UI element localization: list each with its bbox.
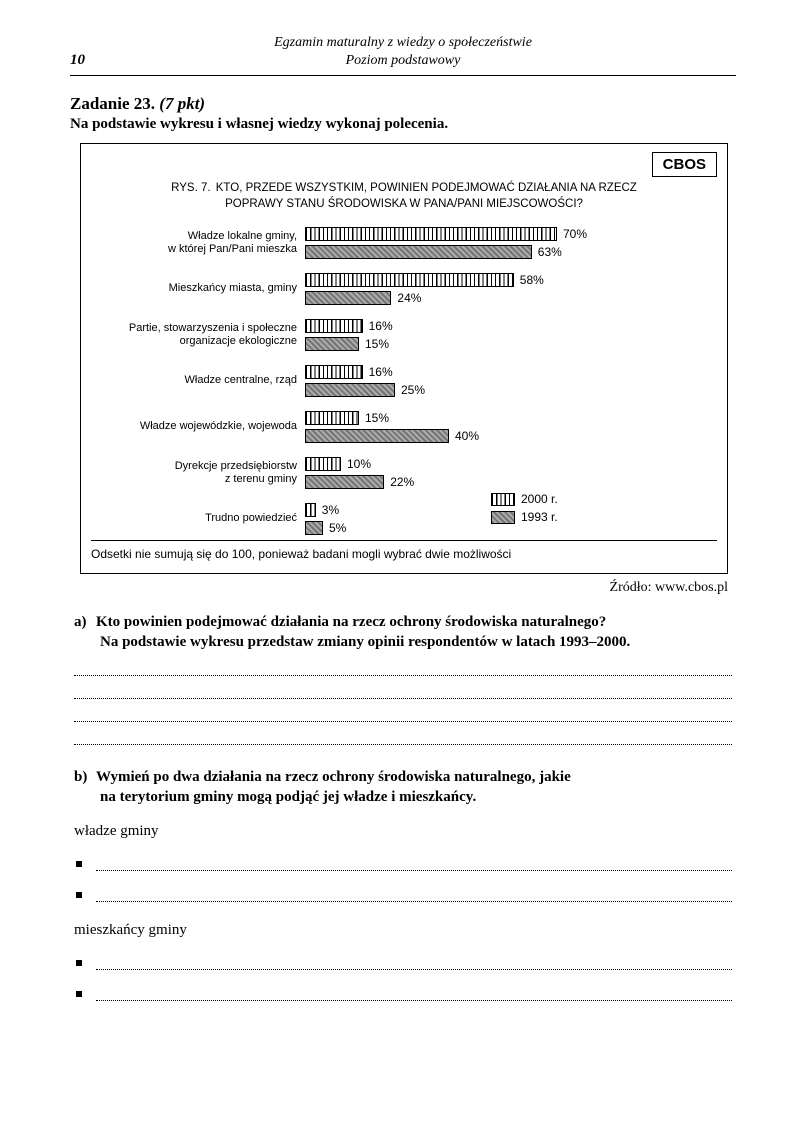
bar-1993 bbox=[305, 337, 359, 351]
task-points: (7 pkt) bbox=[159, 94, 205, 113]
header-title: Egzamin maturalny z wiedzy o społeczeńst… bbox=[110, 34, 696, 69]
bar-2000 bbox=[305, 503, 316, 517]
bar-2000 bbox=[305, 457, 341, 471]
bar-group: 16%15% bbox=[305, 318, 685, 352]
bar-2000 bbox=[305, 319, 363, 333]
bar-group: 15% 40% bbox=[305, 410, 685, 444]
bar-1993 bbox=[305, 429, 449, 443]
chart-footnote: Odsetki nie sumują się do 100, ponieważ … bbox=[91, 540, 717, 561]
question-a-l1: Kto powinien podejmować działania na rze… bbox=[96, 614, 606, 630]
legend-swatch-1993 bbox=[491, 511, 515, 524]
answer-line[interactable] bbox=[74, 698, 732, 699]
question-b: b)Wymień po dwa działania na rzecz ochro… bbox=[74, 767, 732, 808]
chart-legend: 2000 r. 1993 r. bbox=[491, 490, 717, 526]
category-label: Władze wojewódzkie, wojewoda bbox=[97, 420, 305, 433]
chart-title: RYS. 7. KTO, PRZEDE WSZYSTKIM, POWINIEN … bbox=[101, 181, 707, 212]
question-b-letter: b) bbox=[74, 767, 96, 787]
legend-2000: 2000 r. bbox=[491, 490, 717, 508]
header-line1: Egzamin maturalny z wiedzy o społeczeńst… bbox=[274, 35, 532, 50]
header-line2: Poziom podstawowy bbox=[346, 53, 461, 68]
chart-row: Partie, stowarzyszenia i społeczneorgani… bbox=[97, 318, 717, 352]
chart-row: Władze centralne, rząd 16% 25% bbox=[97, 364, 717, 398]
bullet-line[interactable] bbox=[74, 858, 732, 871]
value-2000: 70% bbox=[563, 227, 587, 241]
question-a-letter: a) bbox=[74, 612, 96, 632]
header-rule bbox=[70, 75, 736, 76]
legend-label-1993: 1993 r. bbox=[521, 508, 558, 526]
chart-row: Dyrekcje przedsiębiorstwz terenu gminy10… bbox=[97, 456, 717, 490]
bar-2000 bbox=[305, 227, 557, 241]
legend-swatch-2000 bbox=[491, 493, 515, 506]
category-label: Mieszkańcy miasta, gminy bbox=[97, 282, 305, 295]
chart-row: Władze wojewódzkie, wojewoda 15% 40% bbox=[97, 410, 717, 444]
bar-1993 bbox=[305, 383, 395, 397]
chart-row: Mieszkańcy miasta, gminy 58% 24% bbox=[97, 272, 717, 306]
bar-group: 10% 22% bbox=[305, 456, 685, 490]
value-1993: 22% bbox=[390, 475, 414, 489]
category-label: Dyrekcje przedsiębiorstwz terenu gminy bbox=[97, 460, 305, 486]
bar-1993 bbox=[305, 291, 391, 305]
chart-title-prefix: RYS. 7. bbox=[171, 181, 210, 197]
bar-2000 bbox=[305, 411, 359, 425]
task-label: Zadanie 23. bbox=[70, 94, 155, 113]
value-2000: 3% bbox=[322, 503, 339, 517]
value-1993: 5% bbox=[329, 521, 346, 535]
value-2000: 15% bbox=[365, 411, 389, 425]
value-1993: 40% bbox=[455, 429, 479, 443]
bar-1993 bbox=[305, 245, 532, 259]
label-wladze-gminy: władze gminy bbox=[74, 823, 732, 840]
value-2000: 16% bbox=[369, 365, 393, 379]
bar-2000 bbox=[305, 273, 514, 287]
question-a: a)Kto powinien podejmować działania na r… bbox=[74, 612, 732, 653]
bullet-icon bbox=[76, 991, 82, 997]
chart-title-l1: KTO, PRZEDE WSZYSTKIM, POWINIEN PODEJMOW… bbox=[216, 182, 637, 194]
legend-label-2000: 2000 r. bbox=[521, 490, 558, 508]
category-label: Partie, stowarzyszenia i społeczneorgani… bbox=[97, 322, 305, 348]
bullet-icon bbox=[76, 861, 82, 867]
bullet-line[interactable] bbox=[74, 988, 732, 1001]
bar-1993 bbox=[305, 521, 323, 535]
bullet-icon bbox=[76, 892, 82, 898]
answer-line[interactable] bbox=[74, 675, 732, 676]
category-label: Trudno powiedzieć bbox=[97, 512, 305, 525]
answer-line[interactable] bbox=[74, 744, 732, 745]
chart-source: Źródło: www.cbos.pl bbox=[70, 580, 728, 596]
bar-group: 70%63% bbox=[305, 226, 685, 260]
cbos-badge: CBOS bbox=[652, 152, 717, 177]
question-a-l2: Na podstawie wykresu przedstaw zmiany op… bbox=[74, 632, 732, 652]
bullet-icon bbox=[76, 960, 82, 966]
task-subtitle: Na podstawie wykresu i własnej wiedzy wy… bbox=[70, 116, 736, 133]
chart-title-l2: POPRAWY STANU ŚRODOWISKA W PANA/PANI MIE… bbox=[225, 198, 583, 210]
chart-row: Władze lokalne gminy,w której Pan/Pani m… bbox=[97, 226, 717, 260]
answer-line[interactable] bbox=[74, 721, 732, 722]
question-b-l2: na terytorium gminy mogą podjąć jej wład… bbox=[74, 787, 732, 807]
value-1993: 25% bbox=[401, 383, 425, 397]
category-label: Władze centralne, rząd bbox=[97, 374, 305, 387]
label-mieszkancy-gminy: mieszkańcy gminy bbox=[74, 922, 732, 939]
task-title: Zadanie 23. (7 pkt) bbox=[70, 94, 736, 114]
value-2000: 58% bbox=[520, 273, 544, 287]
value-1993: 24% bbox=[397, 291, 421, 305]
bar-group: 16% 25% bbox=[305, 364, 685, 398]
chart-box: CBOS RYS. 7. KTO, PRZEDE WSZYSTKIM, POWI… bbox=[80, 143, 728, 574]
page-number: 10 bbox=[70, 52, 110, 69]
bar-group: 58% 24% bbox=[305, 272, 685, 306]
question-b-l1: Wymień po dwa działania na rzecz ochrony… bbox=[96, 769, 571, 785]
bar-2000 bbox=[305, 365, 363, 379]
legend-1993: 1993 r. bbox=[491, 508, 717, 526]
category-label: Władze lokalne gminy,w której Pan/Pani m… bbox=[97, 230, 305, 256]
value-1993: 63% bbox=[538, 245, 562, 259]
bullet-line[interactable] bbox=[74, 957, 732, 970]
value-1993: 15% bbox=[365, 337, 389, 351]
value-2000: 10% bbox=[347, 457, 371, 471]
value-2000: 16% bbox=[369, 319, 393, 333]
bar-1993 bbox=[305, 475, 384, 489]
bullet-line[interactable] bbox=[74, 889, 732, 902]
